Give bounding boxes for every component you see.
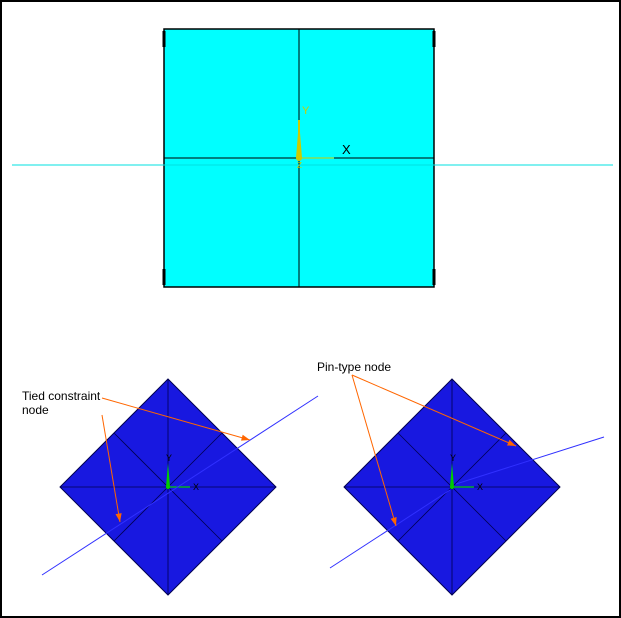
annotation-tied-constraint: Tied constraint node xyxy=(22,390,100,418)
svg-text:Y: Y xyxy=(166,453,172,463)
svg-text:Y: Y xyxy=(302,105,310,117)
svg-text:Y: Y xyxy=(450,453,456,463)
figure-svg: Y X Z Y X Y X xyxy=(2,2,619,616)
annotation-pin-type: Pin-type node xyxy=(317,361,391,375)
figure-frame: Y X Z Y X Y X Tied constraint node Pin-type no… xyxy=(0,0,621,618)
svg-text:Z: Z xyxy=(297,161,302,170)
svg-text:X: X xyxy=(342,142,351,157)
svg-text:X: X xyxy=(193,482,199,492)
svg-text:X: X xyxy=(477,482,483,492)
